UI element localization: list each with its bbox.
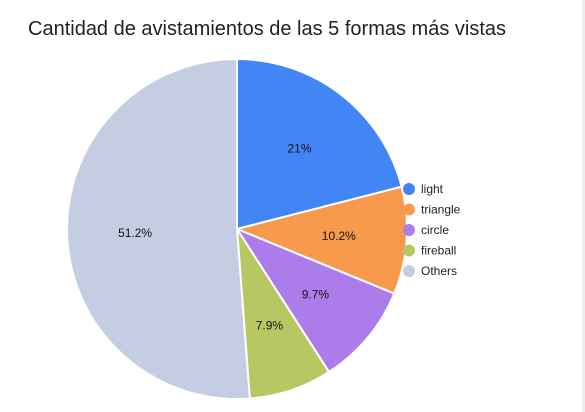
legend-swatch-triangle	[403, 203, 415, 216]
legend-swatch-fireball	[403, 244, 415, 257]
chart-title: Cantidad de avistamientos de las 5 forma…	[28, 18, 506, 40]
legend-swatch-light	[403, 183, 415, 195]
pie-slice-light[interactable]	[236, 57, 403, 231]
legend-swatch-circle	[403, 224, 415, 236]
legend-item-light[interactable]: light	[403, 182, 444, 196]
pie-slice-circle[interactable]	[234, 226, 396, 374]
frame-edge	[582, 0, 585, 412]
pie-slice-labels: 21% 10.2% 9.7% 7.9% 51.2%	[118, 141, 356, 332]
legend-label-circle: circle	[421, 223, 449, 237]
legend-label-light: light	[421, 182, 444, 196]
legend: light triangle circle fireball Others	[403, 182, 461, 278]
slice-label-light: 21%	[287, 141, 311, 155]
slice-label-circle: 9.7%	[302, 287, 330, 301]
legend-item-circle[interactable]: circle	[403, 223, 449, 237]
legend-item-triangle[interactable]: triangle	[403, 203, 461, 217]
slice-label-fireball: 7.9%	[256, 319, 284, 333]
legend-label-triangle: triangle	[421, 203, 461, 217]
pie-slice-triangle[interactable]	[233, 185, 408, 295]
pie-slices	[66, 57, 408, 400]
legend-label-others: Others	[421, 264, 457, 278]
legend-item-fireball[interactable]: fireball	[403, 244, 456, 258]
legend-item-others[interactable]: Others	[403, 264, 457, 278]
legend-swatch-others	[403, 265, 415, 277]
slice-label-others: 51.2%	[118, 226, 152, 240]
slice-label-triangle: 10.2%	[322, 229, 356, 243]
pie-slice-others[interactable]	[66, 57, 251, 400]
legend-label-fireball: fireball	[421, 244, 456, 258]
